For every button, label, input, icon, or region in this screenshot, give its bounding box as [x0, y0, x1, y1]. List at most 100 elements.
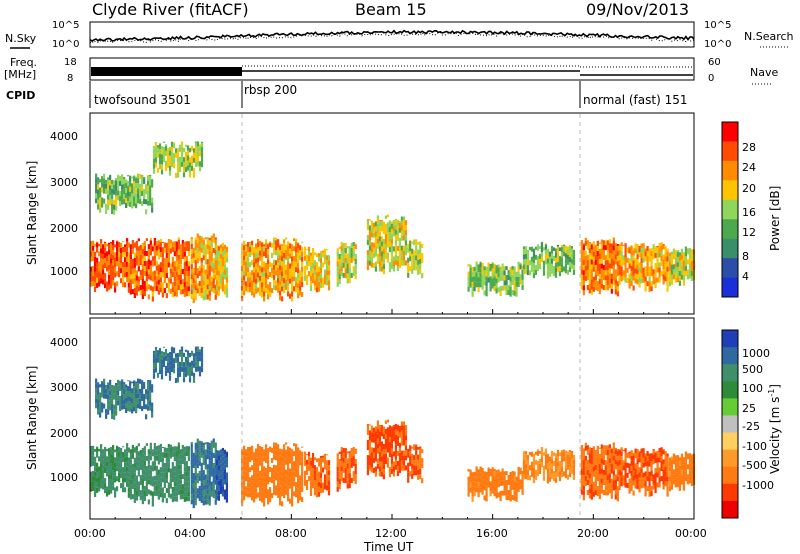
power-cell-13 — [600, 273, 603, 279]
velocity-cell-1 — [129, 459, 132, 465]
power-cell-11 — [485, 266, 488, 272]
velocity-cell-6 — [285, 474, 288, 480]
power-cell-12 — [548, 261, 552, 267]
velocity-cell-6 — [261, 487, 264, 493]
velocity-cell-1 — [143, 475, 146, 481]
velocity-cell-13 — [596, 471, 599, 477]
velocity-cell-11 — [487, 482, 490, 488]
power-cell-14 — [642, 277, 645, 283]
velocity-cell-1 — [161, 452, 164, 458]
power-cell-1 — [147, 264, 150, 270]
velocity-cell-1 — [133, 482, 136, 488]
velocity-cell-11 — [483, 495, 486, 501]
velocity-cell-14 — [664, 481, 667, 487]
freq-panel — [89, 57, 695, 81]
velocity-cell-1 — [175, 486, 178, 492]
power-cell-12 — [548, 251, 552, 257]
velocity-cell-11 — [499, 471, 502, 476]
velocity-cell-2 — [190, 484, 193, 490]
power-cell-15 — [680, 274, 684, 280]
power-cell-1 — [185, 276, 188, 282]
velocity-cell-15 — [684, 456, 688, 462]
velocity-cell-1 — [155, 480, 158, 486]
velocity-cell-6 — [243, 470, 246, 476]
power-cell-1 — [141, 253, 144, 259]
power-cell-15 — [670, 259, 674, 265]
power-cell-14 — [644, 266, 647, 272]
power-cell-11 — [491, 268, 494, 274]
velocity-cell-14 — [624, 467, 627, 473]
velocity-cell-1 — [141, 484, 144, 490]
velocity-cell-9 — [388, 426, 392, 432]
velocity-cell-10 — [413, 444, 416, 446]
power-cell-1 — [177, 279, 180, 285]
power-cell-2 — [192, 278, 195, 284]
power-cell-5 — [180, 141, 184, 143]
power-cell-4 — [107, 177, 110, 180]
power-cell-14 — [618, 254, 621, 260]
velocity-cell-6 — [291, 466, 294, 472]
velocity-cell-12 — [532, 478, 536, 484]
power-cell-4 — [147, 180, 150, 186]
power-cell-0 — [116, 240, 119, 242]
power-cell-1 — [129, 289, 132, 295]
power-cell-13 — [610, 278, 613, 284]
power-cell-6 — [269, 241, 272, 247]
velocity-cell-8 — [338, 484, 341, 490]
velocity-cell-8 — [352, 446, 355, 452]
power-cell-11 — [517, 276, 520, 282]
velocity-cell-2 — [194, 444, 197, 450]
power-cell-11 — [513, 280, 516, 286]
velocity-cell-8 — [348, 463, 351, 469]
power-cell-13 — [588, 278, 591, 284]
velocity-cell-5 — [176, 367, 180, 373]
velocity-cell-6 — [287, 496, 290, 502]
velocity-cell-5 — [188, 362, 192, 368]
power-cell-4 — [131, 183, 134, 189]
power-cell-13 — [606, 244, 609, 251]
power-cell-6 — [267, 249, 270, 255]
velocity-cell-9 — [378, 466, 382, 472]
velocity-cell-7 — [315, 467, 319, 473]
power-cell-1 — [135, 270, 138, 276]
power-cell-2 — [194, 239, 197, 245]
power-cell-4 — [109, 190, 112, 196]
power-cell-7 — [317, 266, 321, 272]
velocity-cell-6 — [243, 490, 246, 496]
velocity-cell-14 — [622, 460, 625, 466]
power-cell-0 — [94, 261, 97, 267]
power-cell-9 — [402, 235, 406, 241]
power-cell-6 — [295, 252, 298, 258]
power-cell-6 — [301, 276, 304, 282]
velocity-cell-6 — [255, 448, 258, 454]
velocity-cell-1 — [133, 497, 136, 503]
velocity-cell-4 — [127, 386, 130, 392]
power-cell-12 — [568, 252, 572, 258]
power-cell-1 — [181, 248, 184, 254]
velocity-cell-8 — [354, 458, 357, 465]
power-cell-0 — [122, 252, 125, 258]
power-cell-11 — [479, 282, 482, 288]
power-cell-1 — [169, 288, 172, 294]
power-cell-12 — [560, 267, 564, 273]
power-cell-6 — [265, 283, 268, 289]
velocity-cell-6 — [299, 490, 302, 496]
power-cell-4 — [131, 176, 134, 179]
power-cell-3 — [221, 266, 225, 272]
velocity-cell-1 — [131, 479, 134, 485]
power-cell-8 — [352, 271, 355, 277]
power-cell-1 — [175, 256, 178, 262]
velocity-cell-13 — [584, 442, 587, 446]
power-cell-4 — [147, 185, 150, 191]
velocity-cell-6 — [263, 496, 266, 502]
power-cell-14 — [654, 278, 657, 284]
velocity-cell-4 — [119, 380, 122, 386]
power-cell-3 — [225, 287, 229, 293]
power-cell-14 — [648, 286, 651, 292]
velocity-cell-6 — [301, 496, 304, 503]
power-cell-12 — [562, 246, 566, 252]
velocity-cell-9 — [366, 455, 370, 461]
velocity-cell-6 — [289, 498, 292, 504]
velocity-cell-1 — [185, 476, 188, 482]
power-cell-0 — [124, 272, 127, 278]
